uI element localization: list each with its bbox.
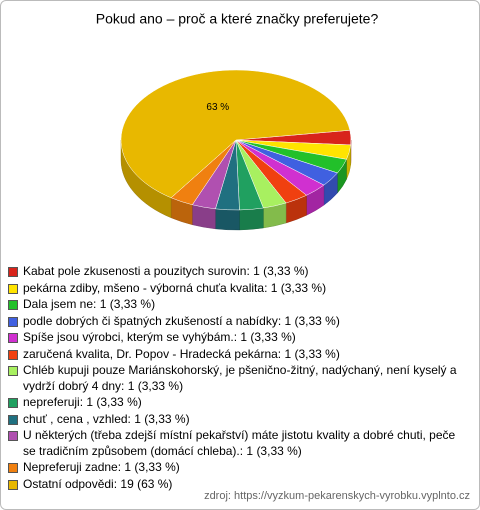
- legend-swatch: [8, 316, 18, 327]
- legend-swatch: [8, 479, 18, 490]
- legend-label: U některých (třeba zdejší místní pekařst…: [23, 428, 456, 458]
- legend-item: U některých (třeba zdejší místní pekařst…: [8, 428, 460, 459]
- legend-label: Spíše jsou výrobci, kterým se vyhýbám.: …: [23, 330, 296, 344]
- legend-label: chuť , cena , vzhled: 1 (3,33 %): [23, 411, 190, 426]
- legend-swatch: [8, 300, 18, 310]
- legend-item: Ostatní odpovědi: 19 (63 %): [8, 477, 460, 493]
- legend-swatch: [8, 414, 18, 425]
- legend-label: podle dobrých či špatných zkušeností a n…: [23, 313, 340, 328]
- legend-swatch: [8, 283, 18, 294]
- legend-item: zaručená kvalita, Dr. Popov - Hradecká p…: [8, 347, 460, 363]
- chart: Pokud ano – proč a které značky preferuj…: [96, 11, 379, 231]
- legend-swatch: [8, 333, 18, 343]
- slice-side: [215, 208, 240, 231]
- slice-label: 63 %: [206, 102, 229, 113]
- legend-label: Nepreferuji zadne: 1 (3,33 %): [23, 460, 180, 474]
- legend-item: podle dobrých či špatných zkušeností a n…: [8, 314, 460, 330]
- legend-item: Chléb kupuji pouze Mariánskohorský, je p…: [8, 363, 460, 394]
- slice: [120, 69, 351, 199]
- legend-item: Nepreferuji zadne: 1 (3,33 %): [8, 460, 460, 476]
- legend-label: Ostatní odpovědi: 19 (63 %): [23, 476, 173, 491]
- legend-swatch: [8, 463, 18, 473]
- legend-label: zaručená kvalita, Dr. Popov - Hradecká p…: [23, 346, 340, 361]
- legend-item: pekárna zdiby, mšeno - výborná chuťa kva…: [8, 281, 460, 297]
- legend-label: nepreferuji: 1 (3,33 %): [23, 395, 142, 409]
- legend-item: Dala jsem ne: 1 (3,33 %): [8, 297, 460, 313]
- pie-sides: [120, 139, 352, 231]
- chart-title: Pokud ano – proč a které značky preferuj…: [96, 11, 379, 27]
- slice-side: [239, 207, 264, 231]
- legend-item: chuť , cena , vzhled: 1 (3,33 %): [8, 412, 460, 428]
- legend-label: pekárna zdiby, mšeno - výborná chuťa kva…: [23, 280, 327, 295]
- legend-label: Dala jsem ne: 1 (3,33 %): [23, 297, 156, 311]
- legend-item: Kabat pole zkusenosti a pouzitych surovi…: [8, 264, 460, 280]
- legend-label: Chléb kupuji pouze Mariánskohorský, je p…: [23, 363, 457, 393]
- legend-swatch: [8, 431, 18, 441]
- legend-label: Kabat pole zkusenosti a pouzitych surovi…: [23, 264, 309, 278]
- legend-swatch: [8, 349, 18, 360]
- legend-swatch: [8, 366, 18, 376]
- legend: Kabat pole zkusenosti a pouzitych surovi…: [8, 264, 460, 493]
- legend-item: Spíše jsou výrobci, kterým se vyhýbám.: …: [8, 330, 460, 346]
- legend-swatch: [8, 267, 18, 277]
- pie-tops: [120, 69, 352, 211]
- source: zdroj: https://vyzkum-pekarenskych-vyrob…: [204, 490, 470, 502]
- legend-swatch: [8, 398, 18, 408]
- legend-item: nepreferuji: 1 (3,33 %): [8, 395, 460, 411]
